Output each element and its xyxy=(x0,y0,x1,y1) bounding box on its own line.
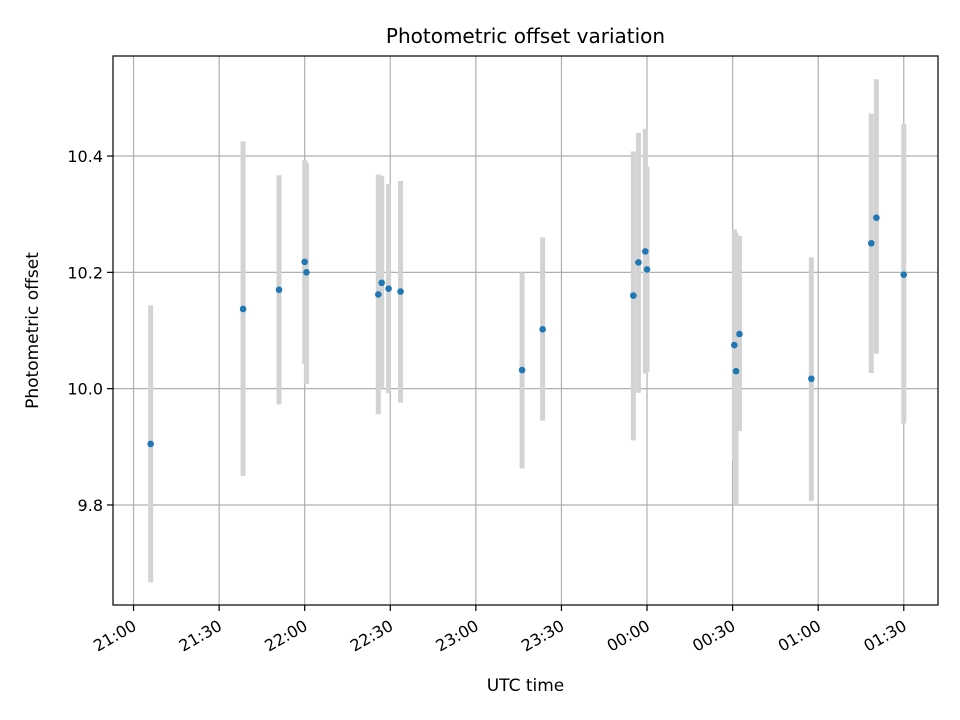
data-point xyxy=(873,214,880,221)
data-point xyxy=(732,367,740,375)
y-tick-label: 9.8 xyxy=(78,496,103,515)
x-tick-label: 23:30 xyxy=(518,616,567,656)
data-point xyxy=(731,341,738,349)
y-axis-ticks: 9.8 10.0 10.2 10.4 xyxy=(67,147,113,515)
data-point xyxy=(385,285,392,292)
data-point xyxy=(275,286,283,294)
x-tick-label: 01:00 xyxy=(775,616,824,656)
x-tick-label: 00:30 xyxy=(689,616,738,656)
data-point xyxy=(539,326,546,333)
data-point xyxy=(736,330,743,338)
x-tick-label: 21:00 xyxy=(90,616,139,656)
data-point xyxy=(301,258,309,266)
x-axis-title: UTC time xyxy=(487,676,565,696)
data-point xyxy=(303,269,310,276)
y-tick-label: 10.2 xyxy=(67,263,103,282)
data-point xyxy=(518,366,526,374)
grid-lines xyxy=(113,56,938,605)
x-axis-ticks: 21:00 21:30 22:00 22:30 23:00 23:30 00:00 00:30… xyxy=(90,605,910,656)
error-bars xyxy=(148,79,907,583)
data-point xyxy=(808,375,815,383)
data-point xyxy=(642,248,649,255)
y-tick-label: 10.0 xyxy=(67,380,103,399)
plot-frame xyxy=(112,55,939,606)
x-tick-label: 23:00 xyxy=(432,616,481,656)
data-point xyxy=(375,291,382,298)
data-point xyxy=(147,440,154,448)
data-point xyxy=(643,266,651,273)
x-tick-label: 21:30 xyxy=(176,616,225,656)
x-tick-label: 01:30 xyxy=(860,616,909,656)
y-axis-title: Photometric offset xyxy=(23,252,43,409)
data-point xyxy=(630,292,637,299)
x-tick-label: 22:00 xyxy=(261,616,310,656)
data-point xyxy=(635,259,642,266)
data-point xyxy=(900,271,908,278)
x-tick-label: 22:30 xyxy=(347,616,396,656)
data-point xyxy=(397,288,404,295)
y-tick-label: 10.4 xyxy=(67,147,103,166)
chart-title: Photometric offset variation xyxy=(386,24,665,48)
data-point xyxy=(867,239,875,247)
x-tick-label: 00:00 xyxy=(604,616,653,656)
data-point xyxy=(239,305,247,313)
data-points xyxy=(147,214,908,448)
data-point xyxy=(378,279,386,287)
